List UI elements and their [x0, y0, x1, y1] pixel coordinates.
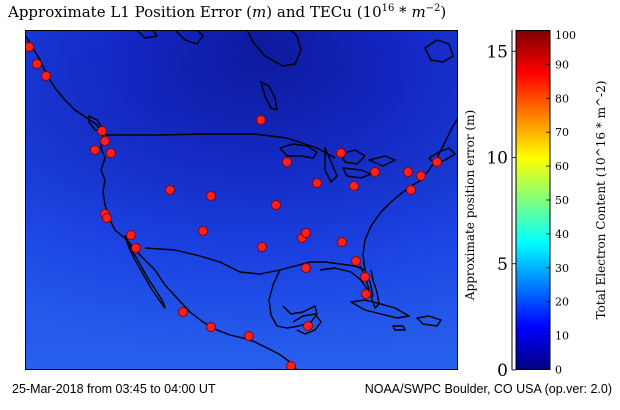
- colorbar-tick-label: 10: [555, 330, 569, 343]
- hispaniola: [416, 315, 442, 327]
- gps-station-marker: [432, 157, 442, 167]
- gps-stations: [25, 42, 442, 370]
- colorbar-ticks: 0 10 20 30 40 50 60 70 80 90 100: [546, 30, 576, 375]
- time-range-label: 25-Mar-2018 from 03:45 to 04:00 UT: [12, 382, 216, 396]
- gps-station-marker: [416, 171, 426, 181]
- gps-station-marker: [360, 272, 370, 282]
- gps-station-marker: [206, 322, 216, 332]
- gps-station-marker: [32, 59, 42, 69]
- mexico-gulf-coast: [268, 269, 318, 329]
- colorbar-tick-label: 100: [555, 30, 576, 42]
- colorbar-tick-label: 50: [555, 194, 569, 207]
- gps-station-marker: [282, 157, 292, 167]
- gps-station-marker: [301, 263, 311, 273]
- newfoundland: [424, 39, 454, 63]
- gps-station-marker: [406, 185, 416, 195]
- gps-station-marker: [403, 167, 413, 177]
- source-credit: NOAA/SWPC Boulder, CO USA (op.ver: 2.0): [364, 382, 612, 396]
- tec-colorbar: 0 10 20 30 40 50 60 70 80 90 100 Total Electron Co…: [515, 30, 608, 375]
- position-error-axis: 0 5 10 15 Approximate position error (m): [463, 30, 516, 380]
- gps-station-marker: [301, 228, 311, 238]
- great-lakes: [279, 143, 396, 183]
- map-panel: [25, 30, 458, 370]
- error-axis-tick-label: 5: [497, 255, 508, 275]
- colorbar-tick-label: 80: [555, 92, 569, 105]
- baja-california: [124, 235, 166, 309]
- us-mexico-border: [144, 247, 281, 275]
- gps-station-marker: [286, 361, 296, 370]
- gps-station-marker: [126, 230, 136, 240]
- hudson-bay: [246, 30, 302, 67]
- error-axis-tick-label: 0: [497, 361, 508, 380]
- yucatan: [292, 313, 322, 335]
- error-axis-tick-label: 10: [486, 149, 508, 169]
- pacific-coastline: [25, 34, 298, 370]
- gps-station-marker: [198, 226, 208, 236]
- colorbar-tick-label: 70: [555, 126, 569, 139]
- gps-station-marker: [351, 256, 361, 266]
- map-frame: [25, 30, 458, 370]
- arctic-islands: [136, 30, 204, 45]
- gps-station-marker: [102, 213, 112, 223]
- gps-station-marker: [100, 136, 110, 146]
- gps-station-marker: [312, 178, 322, 188]
- gps-station-marker: [165, 185, 175, 195]
- gps-station-marker: [370, 167, 380, 177]
- colorbar-label: Total Electron Content (10^16 * m^-2): [594, 81, 608, 320]
- gps-station-marker: [106, 148, 116, 158]
- gps-station-marker: [336, 148, 346, 158]
- gps-station-marker: [303, 321, 313, 331]
- gps-station-marker: [349, 181, 359, 191]
- colorbar-tick-label: 20: [555, 296, 569, 309]
- us-canada-border: [105, 133, 336, 159]
- chart-title: Approximate L1 Position Error (m) and TE…: [8, 3, 447, 21]
- gps-station-marker: [244, 331, 254, 341]
- tec-lower-shading: [25, 30, 458, 370]
- colorbar-gradient: [515, 30, 551, 370]
- jamaica: [392, 325, 406, 331]
- colorbar-tick-label: 90: [555, 58, 569, 71]
- gps-station-marker: [178, 307, 188, 317]
- gps-station-marker: [25, 42, 34, 52]
- gps-station-marker: [337, 237, 347, 247]
- james-bay: [260, 81, 278, 111]
- gps-station-marker: [90, 145, 100, 155]
- gps-station-marker: [206, 191, 216, 201]
- gps-station-marker: [41, 71, 51, 81]
- gps-station-marker: [97, 126, 107, 136]
- gps-station-marker: [256, 115, 266, 125]
- cuba: [350, 299, 410, 319]
- error-axis-label: Approximate position error (m): [463, 110, 477, 301]
- colorbar-tick-label: 60: [555, 160, 569, 173]
- colorbar-tick-label: 0: [555, 364, 562, 376]
- gps-station-marker: [131, 243, 141, 253]
- error-axis-ticks: 0 5 10 15: [486, 42, 516, 380]
- gps-station-marker: [257, 242, 267, 252]
- gps-station-marker: [361, 289, 371, 299]
- error-axis-tick-label: 15: [486, 42, 508, 62]
- colorbar-tick-label: 30: [555, 262, 569, 275]
- gps-station-marker: [271, 200, 281, 210]
- colorbar-tick-label: 40: [555, 228, 569, 241]
